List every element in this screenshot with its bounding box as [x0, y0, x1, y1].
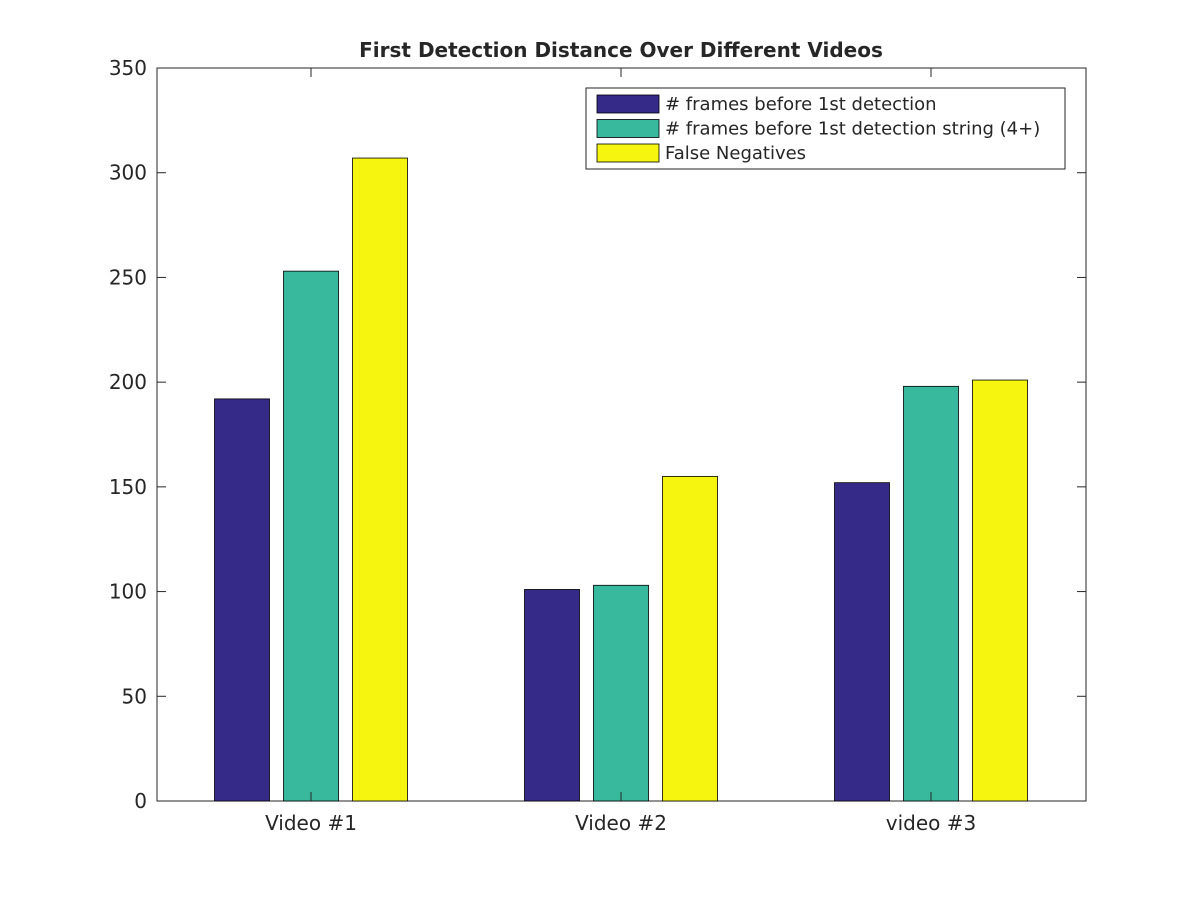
bar-series-1-category-3: [834, 482, 890, 802]
legend: # frames before 1st detection # frames be…: [585, 87, 1066, 170]
x-tick-label: Video #1: [265, 811, 357, 835]
x-tick-label: Video #2: [575, 811, 667, 835]
bar-series-2-category-3: [903, 385, 959, 802]
y-tick-label: 300: [109, 161, 147, 185]
bar-series-2-category-1: [283, 270, 339, 802]
x-axis-ticks: Video #1 Video #2 video #3: [265, 68, 976, 835]
y-tick-label: 200: [109, 370, 147, 394]
y-tick-label: 0: [134, 789, 147, 813]
legend-swatch-3: [596, 143, 660, 163]
bar-series-1-category-1: [214, 398, 270, 802]
bar-series-2-category-2: [593, 584, 649, 802]
legend-box: [585, 87, 1066, 170]
legend-swatch-1: [596, 94, 660, 114]
x-tick-label: video #3: [886, 811, 976, 835]
y-tick-label: 150: [109, 475, 147, 499]
y-axis-ticks: 0 50 100 150 200 250 300 350: [109, 56, 1086, 813]
y-tick-label: 100: [109, 580, 147, 604]
chart-title: First Detection Distance Over Different …: [359, 38, 883, 62]
bar-series-1-category-2: [524, 589, 580, 802]
y-tick-label: 250: [109, 265, 147, 289]
y-tick-label: 50: [122, 684, 147, 708]
bar-series-3-category-3: [972, 379, 1028, 802]
legend-label-3: False Negatives: [665, 143, 806, 164]
bars-group: [214, 157, 1028, 802]
y-tick-label: 350: [109, 56, 147, 80]
bar-series-3-category-2: [662, 475, 718, 802]
plot-area: 0 50 100 150 200 250 300 350 Video #1 Video #2 vi…: [109, 56, 1087, 835]
bar-series-3-category-1: [352, 157, 408, 802]
legend-swatch-2: [596, 119, 660, 138]
legend-label-2: # frames before 1st detection string (4+…: [665, 119, 1040, 140]
legend-label-1: # frames before 1st detection: [665, 94, 937, 115]
